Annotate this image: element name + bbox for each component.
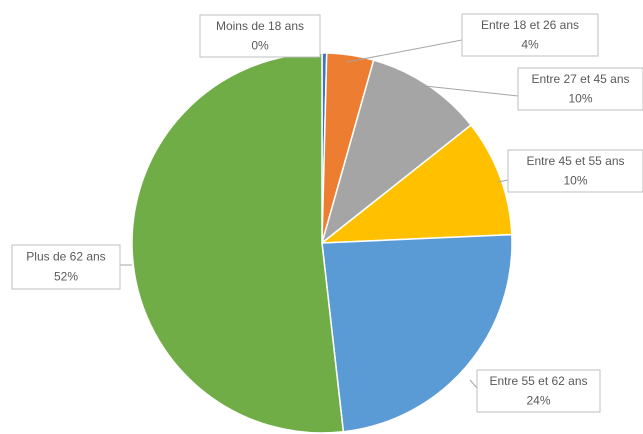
slice-label: Entre 55 et 62 ans [489, 374, 587, 388]
slice-value-label: 10% [563, 173, 587, 187]
pie-slice [321, 233, 513, 433]
label-box [199, 14, 321, 58]
slice-value-label: 4% [521, 37, 539, 51]
slice-label: Moins de 18 ans [216, 19, 304, 33]
leader-line [469, 379, 478, 389]
leader-line [346, 39, 463, 63]
leader-line [424, 85, 519, 97]
slice-label: Entre 27 et 45 ans [531, 72, 629, 86]
slice-label: Entre 18 et 26 ans [481, 18, 579, 32]
label-box [461, 13, 599, 57]
leader-line [497, 179, 509, 183]
slice-label: Plus de 62 ans [26, 249, 105, 263]
slice-value-label: 10% [568, 91, 592, 105]
label-box [476, 369, 601, 413]
label-box [11, 244, 121, 290]
label-box [517, 67, 643, 111]
slice-value-label: 24% [526, 393, 550, 407]
pie-slice [319, 124, 513, 244]
pie-slice [320, 59, 473, 246]
slice-value-label: 0% [251, 38, 269, 52]
slice-value-label: 52% [54, 270, 78, 284]
pie-slice [131, 52, 345, 434]
label-box [507, 149, 643, 193]
slice-label: Entre 45 et 55 ans [526, 154, 624, 168]
